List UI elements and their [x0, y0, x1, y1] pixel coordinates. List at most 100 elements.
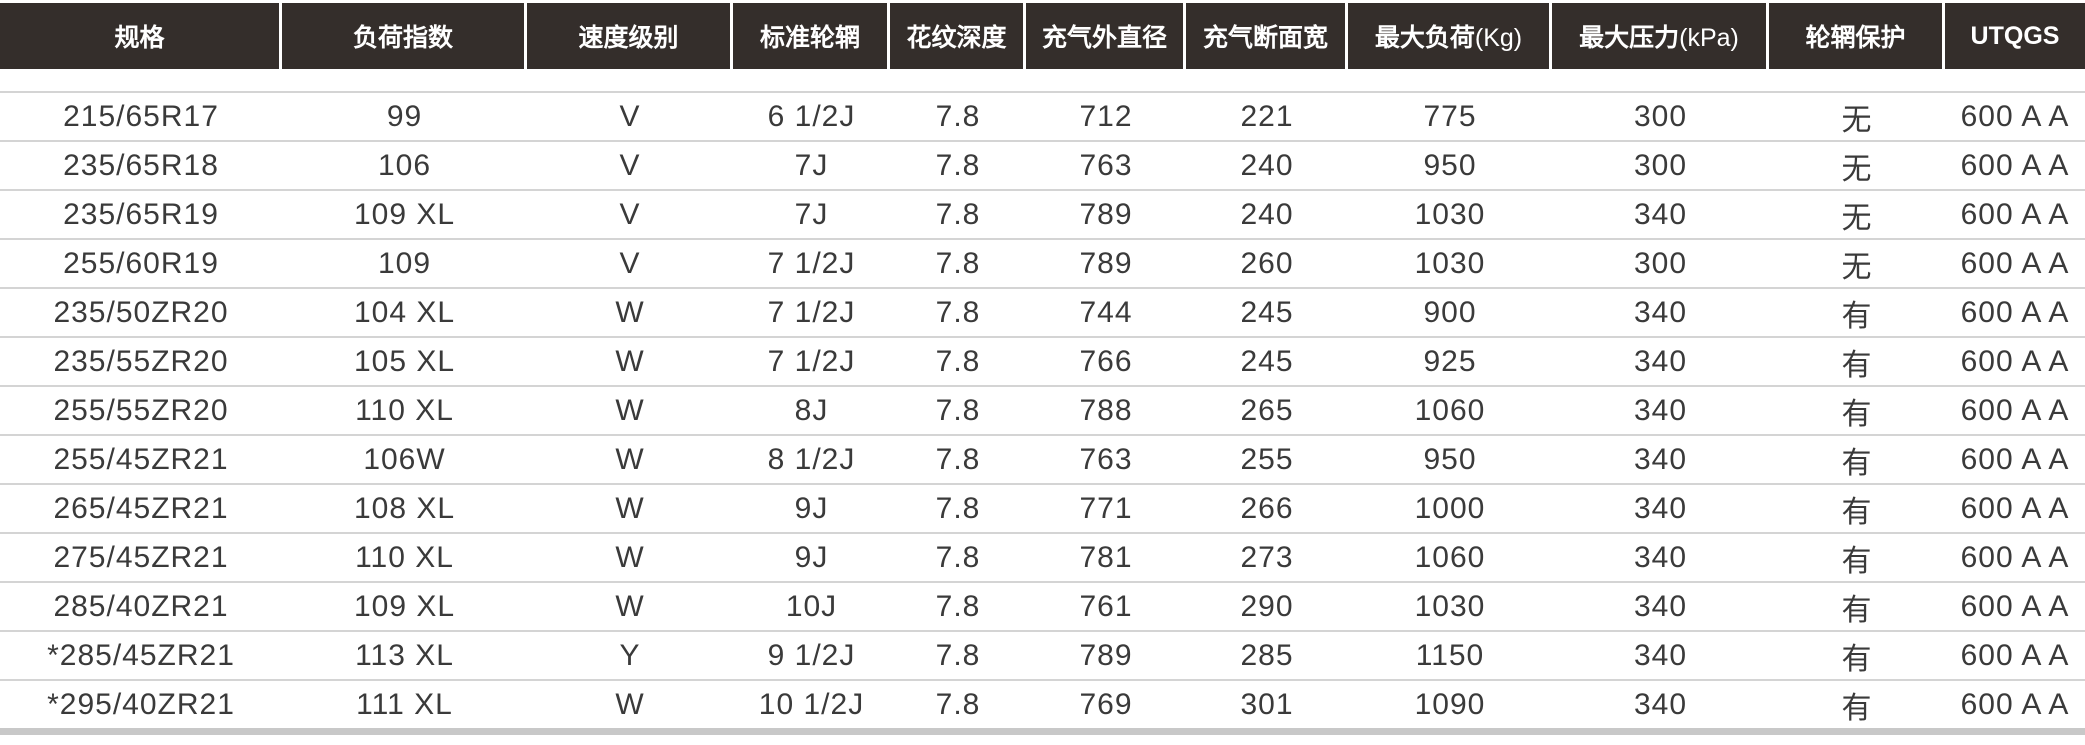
table-cell: 235/65R18	[0, 142, 282, 191]
table-cell: 340	[1552, 534, 1769, 583]
table-cell: 有	[1769, 534, 1945, 583]
table-row: 265/45ZR21 108 XL W 9J 7.8 771 266 1000 340 有 600 …	[0, 485, 2085, 534]
column-header: 标准轮辋	[733, 3, 890, 69]
table-cell: W	[527, 338, 733, 387]
table-row: *285/45ZR21 113 XL Y 9 1/2J 7.8 789 285 1150 340…	[0, 632, 2085, 681]
column-header: UTQGS	[1945, 3, 2085, 69]
table-cell: 无	[1769, 191, 1945, 240]
table-cell: 300	[1552, 142, 1769, 191]
table-cell: 340	[1552, 191, 1769, 240]
table-cell: *285/45ZR21	[0, 632, 282, 681]
table-cell: 9 1/2J	[733, 632, 890, 681]
table-cell: 7.8	[890, 681, 1026, 735]
table-cell: 600 A A	[1945, 289, 2085, 338]
table-cell: 7.8	[890, 289, 1026, 338]
table-cell: 340	[1552, 289, 1769, 338]
table-cell: 221	[1186, 93, 1348, 142]
table-cell: 7J	[733, 191, 890, 240]
table-cell: 600 A A	[1945, 240, 2085, 289]
spacer-row	[0, 69, 2085, 93]
table-cell: 600 A A	[1945, 632, 2085, 681]
table-cell: W	[527, 681, 733, 735]
table-cell: 255/60R19	[0, 240, 282, 289]
table-cell: W	[527, 436, 733, 485]
table-row: *295/40ZR21 111 XL W 10 1/2J 7.8 769 301 1090 34…	[0, 681, 2085, 735]
table-cell: 7.8	[890, 534, 1026, 583]
table-cell: 7.8	[890, 338, 1026, 387]
table-cell: 600 A A	[1945, 387, 2085, 436]
table-cell: 1030	[1348, 583, 1552, 632]
table-cell: 235/55ZR20	[0, 338, 282, 387]
column-header: 最大压力(kPa)	[1552, 3, 1769, 69]
table-cell: 255/55ZR20	[0, 387, 282, 436]
table-cell: 340	[1552, 436, 1769, 485]
table-cell: 265/45ZR21	[0, 485, 282, 534]
table-cell: 110 XL	[282, 534, 527, 583]
table-row: 215/65R17 99 V 6 1/2J 7.8 712 221 775 300 无 600 A …	[0, 93, 2085, 142]
table-cell: 600 A A	[1945, 681, 2085, 735]
table-cell: 有	[1769, 289, 1945, 338]
table-cell: *295/40ZR21	[0, 681, 282, 735]
table-row: 235/50ZR20 104 XL W 7 1/2J 7.8 744 245 900 340 有 6…	[0, 289, 2085, 338]
table-cell: 340	[1552, 583, 1769, 632]
table-cell: 255/45ZR21	[0, 436, 282, 485]
table-cell: 9J	[733, 534, 890, 583]
table-cell: 113 XL	[282, 632, 527, 681]
table-cell: 10 1/2J	[733, 681, 890, 735]
table-cell: 235/50ZR20	[0, 289, 282, 338]
table-cell: 无	[1769, 93, 1945, 142]
table-cell: 7.8	[890, 240, 1026, 289]
table-cell: V	[527, 93, 733, 142]
table-cell: 340	[1552, 485, 1769, 534]
table-cell: W	[527, 485, 733, 534]
column-header: 花纹深度	[890, 3, 1026, 69]
table-cell: 7.8	[890, 485, 1026, 534]
column-header-unit: (Kg)	[1474, 24, 1523, 52]
table-cell: 7.8	[890, 387, 1026, 436]
table-row: 235/65R19 109 XL V 7J 7.8 789 240 1030 340 无 600 A…	[0, 191, 2085, 240]
table-cell: V	[527, 240, 733, 289]
column-header: 负荷指数	[282, 3, 527, 69]
table-cell: 109 XL	[282, 191, 527, 240]
table-cell: 108 XL	[282, 485, 527, 534]
table-cell: 340	[1552, 338, 1769, 387]
table-cell: 340	[1552, 681, 1769, 735]
table-cell: 240	[1186, 191, 1348, 240]
table-cell: 769	[1026, 681, 1186, 735]
table-cell: 265	[1186, 387, 1348, 436]
column-header: 最大负荷(Kg)	[1348, 3, 1552, 69]
table-cell: 8 1/2J	[733, 436, 890, 485]
table-row: 255/60R19 109 V 7 1/2J 7.8 789 260 1030 300 无 600 …	[0, 240, 2085, 289]
table-row: 275/45ZR21 110 XL W 9J 7.8 781 273 1060 340 有 600 …	[0, 534, 2085, 583]
table-cell: 235/65R19	[0, 191, 282, 240]
table-cell: 290	[1186, 583, 1348, 632]
table-cell: W	[527, 583, 733, 632]
table-cell: 950	[1348, 142, 1552, 191]
table-cell: 285/40ZR21	[0, 583, 282, 632]
table-cell: 7.8	[890, 632, 1026, 681]
table-cell: 761	[1026, 583, 1186, 632]
table-cell: 1060	[1348, 534, 1552, 583]
table-cell: Y	[527, 632, 733, 681]
table-cell: 260	[1186, 240, 1348, 289]
table-cell: 106W	[282, 436, 527, 485]
table-cell: W	[527, 534, 733, 583]
column-header: 轮辋保护	[1769, 3, 1945, 69]
table-row: 235/65R18 106 V 7J 7.8 763 240 950 300 无 600 A A	[0, 142, 2085, 191]
table-row: 255/45ZR21 106W W 8 1/2J 7.8 763 255 950 340 有 600…	[0, 436, 2085, 485]
table-cell: 900	[1348, 289, 1552, 338]
table-cell: 600 A A	[1945, 583, 2085, 632]
table-cell: 7.8	[890, 93, 1026, 142]
table-cell: 766	[1026, 338, 1186, 387]
table-cell: 245	[1186, 289, 1348, 338]
table-cell: 110 XL	[282, 387, 527, 436]
table-cell: 266	[1186, 485, 1348, 534]
column-header: 规格	[0, 3, 282, 69]
table-cell: 无	[1769, 240, 1945, 289]
table-cell: 7.8	[890, 191, 1026, 240]
table-cell: 7J	[733, 142, 890, 191]
table-cell: W	[527, 289, 733, 338]
column-header-unit: (kPa)	[1679, 24, 1739, 52]
table-cell: 7.8	[890, 436, 1026, 485]
table-cell: 600 A A	[1945, 191, 2085, 240]
